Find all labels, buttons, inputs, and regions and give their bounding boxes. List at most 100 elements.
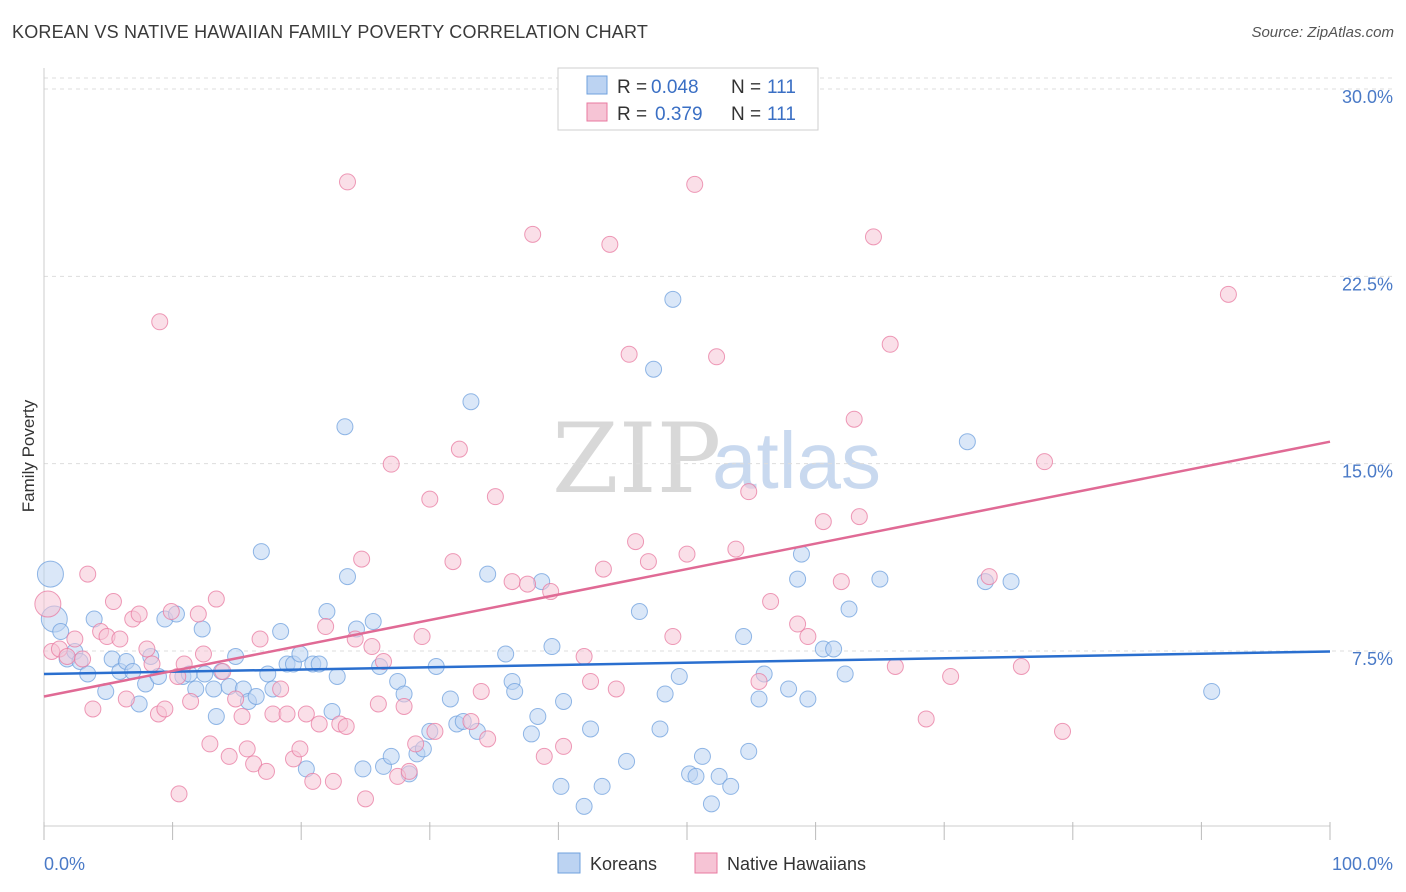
hawaiian-point [678,545,696,563]
korean-point [506,682,524,700]
hawaiian-point [317,618,335,636]
hawaiian-point [472,682,490,700]
hawaiian-point [138,640,156,658]
korean-point [441,690,459,708]
hawaiian-point [486,488,504,506]
hawaiian-point [886,657,904,675]
korean-point [1203,682,1221,700]
hawaiian-point [324,772,342,790]
legend: R = 0.048 N = 111 R = 0.379 N = 111 [557,67,819,131]
hawaiian-point [762,593,780,611]
korean-point [871,570,889,588]
korean-point [543,638,561,656]
hawaiian-point [607,680,625,698]
hawaiian-point [151,313,169,331]
hawaiian-point [66,630,84,648]
hawaiian-point [421,490,439,508]
korean-point [364,613,382,631]
hawaiian-point [395,697,413,715]
hawaiian-point [375,652,393,670]
korean-point [645,360,663,378]
hawaiian-point [503,573,521,591]
hawaiian-point [338,173,356,191]
hawaiian-point [664,628,682,646]
hawaiian-point [291,740,309,758]
korean-point [780,680,798,698]
watermark-zip: ZIP [552,403,721,515]
hawaiian-point [620,345,638,363]
korean-point [958,433,976,451]
korean-point [323,702,341,720]
hawaiian-point [1012,657,1030,675]
korean-point [710,767,728,785]
korean-point [670,667,688,685]
hawaiian-point [917,710,935,728]
hawaiian-point [310,715,328,733]
hawaiian-point [170,785,188,803]
hawaiian-point [444,553,462,571]
hawaiian-point [479,730,497,748]
hawaiian-point [182,692,200,710]
hawaiian-point [201,735,219,753]
hawaiian-point [1036,453,1054,471]
hawaiian-point [74,650,92,668]
y-tick-label: 22.5% [1342,274,1393,294]
hawaiian-point [264,705,282,723]
korean-point [651,720,669,738]
legend-r-value-hawaiians: 0.379 [655,104,703,125]
hawaiian-point [639,553,657,571]
hawaiian-point [245,755,263,773]
y-tick-labels: 7.5% 15.0% 22.5% 30.0% [1342,87,1393,669]
korean-point [693,747,711,765]
hawaiian-point [353,550,371,568]
hawaiian-point [980,568,998,586]
hawaiian-point [1219,285,1237,303]
y-axis-title: Family Poverty [19,399,38,512]
korean-point [252,543,270,561]
korean-point [552,777,570,795]
y-tick-label: 15.0% [1342,462,1393,482]
korean-point [247,687,265,705]
korean-point [205,680,223,698]
hawaiian-point [238,740,256,758]
hawaiian-point [382,455,400,473]
korean-point [840,600,858,618]
korean-point [750,690,768,708]
korean-point [522,725,540,743]
hawaiian-point [156,700,174,718]
legend-n-label-hawaiians: N = [731,104,766,125]
hawaiian-point [251,630,269,648]
korean-trend-line [43,650,1331,676]
hawaiian-point [799,628,817,646]
hawaiian-point [194,645,212,663]
hawaiian-point [942,667,960,685]
korean-point [593,777,611,795]
hawaiian-point [34,590,62,618]
axes [43,68,1331,840]
legend-n-label-koreans: N = [731,77,766,98]
hawaiian-point [1054,722,1072,740]
korean-point [479,565,497,583]
hawaiian-point [117,690,135,708]
data-points [34,173,1237,815]
hawaiian-point [462,712,480,730]
korean-point [722,777,740,795]
legend-swatch-hawaiians [586,102,608,122]
hawaiian-point [257,762,275,780]
korean-point [259,665,277,683]
chart-source: Source: ZipAtlas.com [1251,24,1394,41]
hawaiian-point [627,533,645,551]
korean-point [789,570,807,588]
hawaiian-point [708,348,726,366]
korean-point [338,568,356,586]
hawaiian-point [104,593,122,611]
hawaiian-point [575,648,593,666]
bottom-legend-swatch-hawaiians [694,852,718,874]
korean-point [1002,573,1020,591]
korean-point [656,685,674,703]
legend-swatch-koreans [586,75,608,95]
korean-point [318,603,336,621]
hawaiian-trend-line [43,440,1331,698]
korean-point [825,640,843,658]
bottom-legend-swatch-koreans [557,852,581,874]
